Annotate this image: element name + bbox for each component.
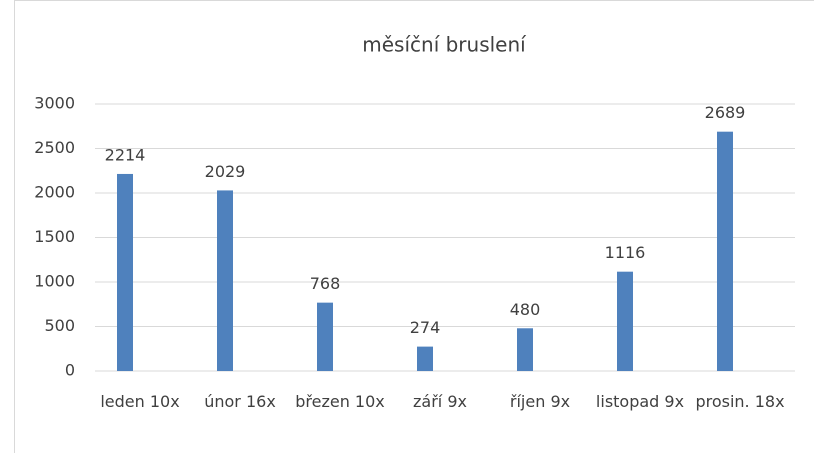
x-tick-label: prosin. 18x <box>695 392 785 411</box>
bar <box>417 346 433 371</box>
y-tick-label: 2500 <box>34 138 75 157</box>
bar <box>217 190 233 371</box>
x-tick-label: březen 10x <box>295 392 385 411</box>
value-label: 2689 <box>705 103 746 122</box>
value-label: 2214 <box>105 145 146 164</box>
y-tick-label: 2000 <box>34 183 75 202</box>
bar <box>517 328 533 371</box>
y-tick-label: 0 <box>65 361 75 380</box>
y-tick-label: 1000 <box>34 272 75 291</box>
value-label: 1116 <box>605 243 646 262</box>
value-label: 2029 <box>205 162 246 181</box>
value-label: 274 <box>410 318 441 337</box>
x-tick-label: září 9x <box>413 392 467 411</box>
value-label: 768 <box>310 274 341 293</box>
bar <box>617 271 633 371</box>
y-tick-label: 3000 <box>34 94 75 113</box>
x-tick-label: říjen 9x <box>509 392 571 411</box>
chart-border <box>14 0 814 453</box>
chart-title: měsíční bruslení <box>362 33 527 57</box>
y-tick-label: 1500 <box>34 227 75 246</box>
bar <box>717 131 733 371</box>
x-tick-label: listopad 9x <box>595 392 685 411</box>
bar <box>117 173 133 371</box>
x-tick-label: únor 16x <box>204 392 276 411</box>
y-tick-label: 500 <box>44 316 75 335</box>
bar <box>317 302 333 371</box>
x-tick-label: leden 10x <box>100 392 180 411</box>
value-label: 480 <box>510 300 541 319</box>
